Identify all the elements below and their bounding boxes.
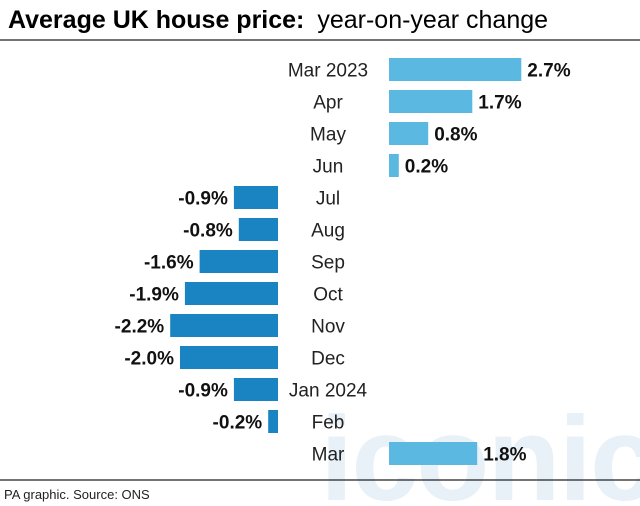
category-label-4: Jul	[316, 189, 340, 210]
value-label-3: 0.2%	[405, 157, 448, 178]
category-label-7: Oct	[313, 285, 343, 306]
value-label-0: 2.7%	[527, 61, 570, 82]
bar-10	[233, 378, 278, 401]
source-note: PA graphic. Source: ONS	[4, 487, 150, 502]
bar-4	[233, 186, 278, 209]
value-label-11: -0.2%	[213, 413, 263, 434]
value-label-1: 1.7%	[478, 93, 521, 114]
value-label-7: -1.9%	[129, 285, 179, 306]
category-label-8: Nov	[311, 317, 345, 338]
bars-group	[170, 58, 522, 465]
category-label-10: Jan 2024	[289, 381, 368, 402]
category-label-2: May	[310, 125, 346, 146]
bar-9	[180, 346, 278, 369]
watermark: iconic	[320, 392, 640, 506]
value-label-8: -2.2%	[115, 317, 165, 338]
value-label-10: -0.9%	[178, 381, 228, 402]
bar-2	[389, 122, 429, 145]
category-label-11: Feb	[312, 413, 345, 434]
value-label-5: -0.8%	[183, 221, 233, 242]
category-label-6: Sep	[311, 253, 345, 274]
value-label-12: 1.8%	[483, 445, 526, 466]
category-label-5: Aug	[311, 221, 345, 242]
category-label-0: Mar 2023	[288, 61, 368, 82]
bar-6	[199, 250, 278, 273]
value-labels: 2.7% 1.7%0.8% 0.2% -0.9% -0.8% -1.6% -1.9% -2.2…	[115, 61, 571, 466]
category-label-3: Jun	[313, 157, 344, 178]
bar-12	[389, 442, 478, 465]
bar-8	[170, 314, 278, 337]
bar-11	[268, 410, 278, 433]
bar-5	[238, 218, 278, 241]
chart-title-bold: Average UK house price:	[8, 6, 304, 34]
bar-1	[389, 90, 473, 113]
bar-7	[184, 282, 278, 305]
category-label-9: Dec	[311, 349, 345, 370]
category-label-12: Mar	[312, 445, 345, 466]
chart-title-rest: year-on-year change	[317, 6, 548, 34]
value-label-9: -2.0%	[124, 349, 174, 370]
category-label-1: Apr	[313, 93, 343, 114]
bar-3	[389, 154, 399, 177]
category-labels: Mar 2023 Apr May Jun Jul Aug Sep Oct Nov Dec Jan 2…	[288, 61, 368, 466]
value-label-6: -1.6%	[144, 253, 194, 274]
chart-title: Average UK house price: year-on-year cha…	[8, 6, 548, 34]
value-label-2: 0.8%	[434, 125, 477, 146]
bar-0	[389, 58, 522, 81]
value-label-4: -0.9%	[178, 189, 228, 210]
